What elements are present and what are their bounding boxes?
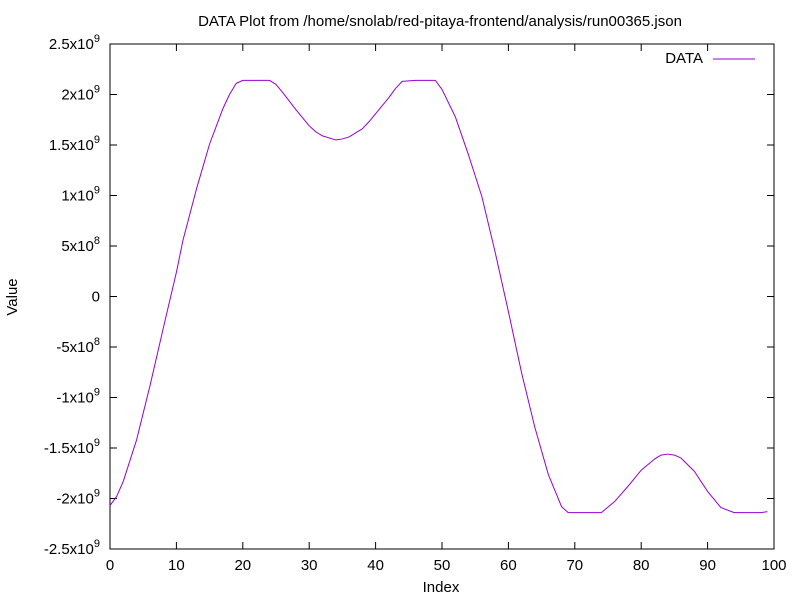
series-layer <box>109 79 768 514</box>
y-tick-label: 2.5x109 <box>49 33 100 53</box>
chart-title: DATA Plot from /home/snolab/red-pitaya-f… <box>198 13 682 30</box>
y-tick-label: 0 <box>92 289 100 306</box>
y-tick-exponent: 8 <box>94 336 100 348</box>
y-tick-label: 1.5x109 <box>49 134 100 154</box>
y-tick-mantissa: -2x10 <box>56 491 94 508</box>
y-tick-label: 2x109 <box>61 84 100 104</box>
y-tick-exponent: 9 <box>94 185 100 197</box>
x-axis-label: Index <box>423 579 460 596</box>
x-tick-label: 80 <box>633 557 650 574</box>
y-tick-label: -2x109 <box>56 488 100 508</box>
y-tick-label: -1x109 <box>56 387 100 407</box>
series-line-0 <box>109 79 768 514</box>
x-tick-label: 60 <box>500 557 517 574</box>
legend: DATA <box>665 50 755 67</box>
y-tick-mantissa: -1x10 <box>56 390 94 407</box>
legend-label: DATA <box>665 50 703 67</box>
y-tick-mantissa: -2.5x10 <box>44 541 94 558</box>
y-tick-label: 1x109 <box>61 185 100 205</box>
x-tick-label: 100 <box>761 557 786 574</box>
y-tick-mantissa: 5x10 <box>61 238 94 255</box>
y-tick-exponent: 9 <box>94 134 100 146</box>
y-tick-mantissa: -1.5x10 <box>44 440 94 457</box>
y-tick-label: -1.5x109 <box>44 437 100 457</box>
y-tick-label: -5x108 <box>56 336 100 356</box>
x-axis-ticks: 0 10 20 30 40 50 60 70 80 90 100 <box>106 44 787 574</box>
plot-frame <box>109 43 775 550</box>
x-tick-label: 90 <box>699 557 716 574</box>
y-tick-exponent: 9 <box>94 488 100 500</box>
y-tick-exponent: 9 <box>94 538 100 550</box>
y-tick-exponent: 9 <box>94 387 100 399</box>
y-tick-mantissa: 1x10 <box>61 188 94 205</box>
y-tick-exponent: 8 <box>94 235 100 247</box>
y-tick-mantissa: 0 <box>92 289 100 306</box>
y-tick-label: 5x108 <box>61 235 100 255</box>
x-tick-label: 10 <box>168 557 185 574</box>
x-tick-label: 0 <box>106 557 114 574</box>
y-tick-mantissa: 2.5x10 <box>49 36 94 53</box>
y-tick-exponent: 9 <box>94 84 100 96</box>
x-tick-label: 50 <box>434 557 451 574</box>
y-tick-exponent: 9 <box>94 33 100 45</box>
y-tick-exponent: 9 <box>94 437 100 449</box>
x-tick-label: 30 <box>301 557 318 574</box>
x-tick-label: 40 <box>367 557 384 574</box>
y-tick-label: -2.5x109 <box>44 538 100 558</box>
y-tick-mantissa: 2x10 <box>61 87 94 104</box>
y-axis-ticks: 2.5x1092x1091.5x1091x1095x1080-5x108-1x1… <box>44 33 774 558</box>
x-tick-label: 70 <box>566 557 583 574</box>
y-axis-label: Value <box>4 278 21 315</box>
y-tick-mantissa: -5x10 <box>56 339 94 356</box>
y-tick-mantissa: 1.5x10 <box>49 137 94 154</box>
x-tick-label: 20 <box>234 557 251 574</box>
